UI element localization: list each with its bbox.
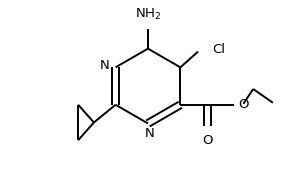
Text: N: N <box>100 59 110 72</box>
Text: O: O <box>203 134 213 147</box>
Text: Cl: Cl <box>212 43 225 56</box>
Text: NH$_2$: NH$_2$ <box>135 7 161 22</box>
Text: N: N <box>145 127 155 140</box>
Text: O: O <box>239 98 249 111</box>
